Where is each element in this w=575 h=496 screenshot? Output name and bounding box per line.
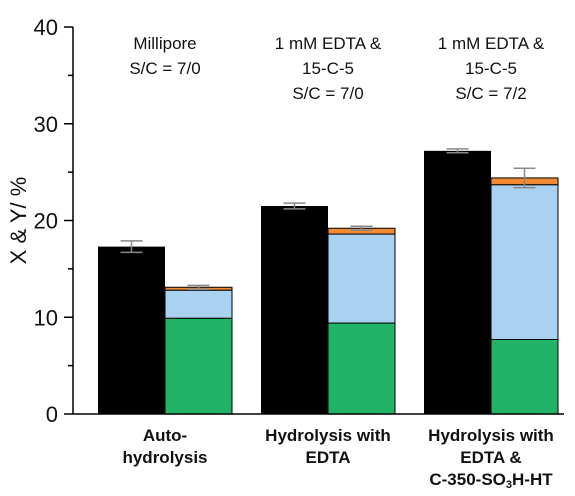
x-tick-label-2-line-0: Hydrolysis with bbox=[428, 426, 554, 445]
error-bars-layer bbox=[120, 148, 536, 290]
x-tick-label-1-line-0: Hydrolysis with bbox=[265, 426, 391, 445]
x-tick-label-1: Hydrolysis with EDTA bbox=[243, 425, 413, 469]
y-tick-label-40: 40 bbox=[34, 15, 58, 40]
y-tick-label-30: 30 bbox=[34, 112, 58, 137]
annotation-1-line-2: S/C = 7/0 bbox=[292, 84, 363, 103]
annotation-1-line-0: 1 mM EDTA & bbox=[275, 34, 382, 53]
bars-layer bbox=[98, 150, 559, 415]
axes-layer: 0 10 20 30 40 X & Y/ % bbox=[6, 15, 564, 427]
x-tick-label-0-line-1: hydrolysis bbox=[122, 448, 208, 467]
annotation-2-line-0: 1 mM EDTA & bbox=[438, 34, 545, 53]
annotations-layer: Millipore S/C = 7/0 1 mM EDTA & 15-C-5 S/C =… bbox=[129, 34, 545, 103]
y-tick-label-10: 10 bbox=[34, 305, 58, 330]
y-tick-label-20: 20 bbox=[34, 209, 58, 234]
yield-segment-1-2 bbox=[490, 184, 559, 341]
x-tick-label-0-line-0: Auto- bbox=[142, 426, 188, 445]
conversion-bar-1 bbox=[261, 205, 328, 414]
x-tick-label-0: Auto-hydrolysis bbox=[80, 425, 250, 469]
yield-segment-0-0 bbox=[164, 317, 233, 415]
y-axis-label: X & Y/ % bbox=[6, 177, 31, 265]
annotation-2-line-2: S/C = 7/2 bbox=[455, 84, 526, 103]
yield-segment-0-1 bbox=[327, 322, 396, 415]
annotation-0-line-0: Millipore bbox=[133, 34, 196, 53]
annotation-0-line-1: S/C = 7/0 bbox=[129, 59, 200, 78]
annotation-2-line-1: 15-C-5 bbox=[465, 59, 517, 78]
x-tick-label-subscript: 3 bbox=[505, 479, 513, 491]
conversion-bar-0 bbox=[98, 246, 165, 414]
conversion-bar-2 bbox=[424, 150, 491, 414]
x-tick-label-2: Hydrolysis with EDTA & C-350-SO3H-HT bbox=[406, 425, 575, 496]
annotation-1-line-1: 15-C-5 bbox=[302, 59, 354, 78]
x-tick-label-2-line-1: EDTA & bbox=[460, 448, 522, 467]
x-tick-label-2-line-2: C-350-SO3H-HT bbox=[429, 470, 553, 491]
yield-segment-0-2 bbox=[490, 339, 559, 415]
yield-segment-1-1 bbox=[327, 233, 396, 324]
y-tick-label-0: 0 bbox=[46, 402, 58, 427]
x-tick-label-1-line-1: EDTA bbox=[305, 448, 351, 467]
yield-segment-1-0 bbox=[164, 289, 233, 319]
